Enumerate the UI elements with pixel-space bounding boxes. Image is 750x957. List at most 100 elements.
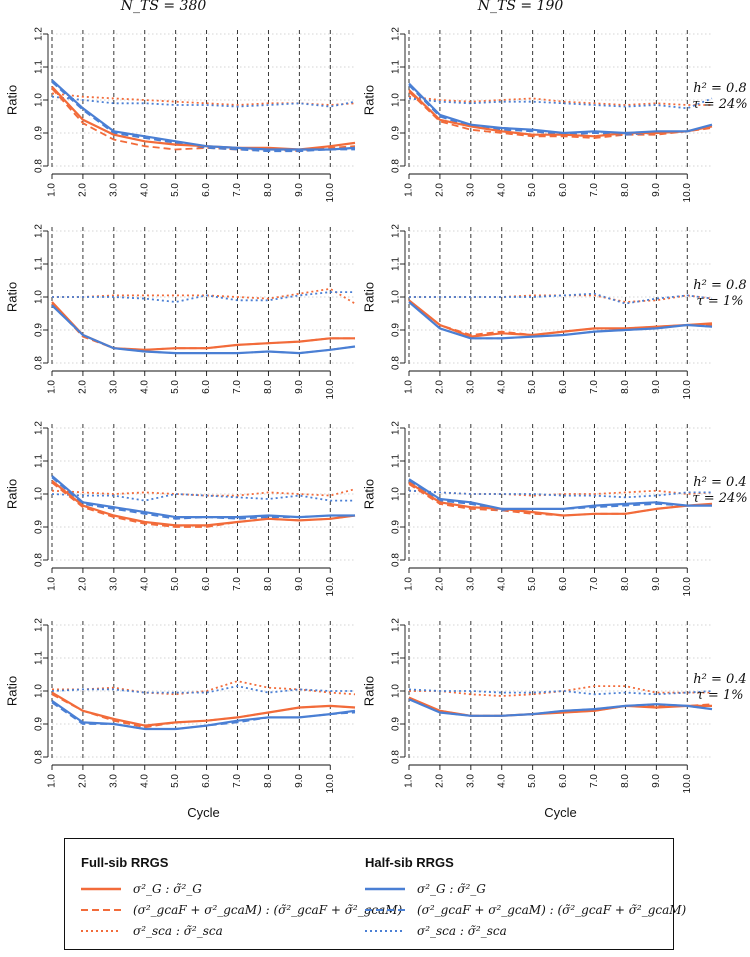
x-tick-label: 9.0 (294, 774, 305, 788)
y-tick-label: 1.2 (391, 224, 402, 238)
x-tick-label: 3.0 (465, 183, 476, 197)
y-tick-label: 1.0 (34, 290, 45, 304)
y-tick-label: 1.2 (34, 618, 45, 632)
x-tick-label: 9.0 (651, 183, 662, 197)
x-tick-label: 1.0 (404, 380, 415, 394)
x-tick-label: 1.0 (47, 183, 58, 197)
series-line-fs_sca (51, 92, 356, 106)
y-tick-label: 1.1 (34, 651, 45, 665)
x-tick-label: 6.0 (201, 774, 212, 788)
y-tick-label: 0.8 (34, 356, 45, 370)
legend-label: σ²_G : σ̃²_G (417, 882, 486, 896)
y-axis-label: Ratio (362, 676, 377, 706)
x-tick-label: 9.0 (651, 774, 662, 788)
x-tick-label: 5.0 (170, 380, 181, 394)
x-tick-label: 2.0 (434, 577, 445, 591)
x-tick-label: 8.0 (263, 577, 274, 591)
y-tick-label: 0.8 (34, 750, 45, 764)
x-tick-label: 10.0 (325, 774, 336, 794)
row-label-h2: h² = 0.4 (693, 672, 746, 687)
y-axis-label: Ratio (362, 479, 377, 509)
x-tick-label: 3.0 (108, 774, 119, 788)
column-title: N_TS = 380 (120, 0, 207, 14)
series-line-hs_gca (408, 84, 713, 136)
y-tick-label: 1.0 (391, 290, 402, 304)
x-tick-label: 1.0 (404, 183, 415, 197)
legend-item-half-sib-sca: σ²_sca : σ̃²_sca (365, 921, 507, 941)
x-tick-label: 2.0 (77, 380, 88, 394)
series-line-hs_G (51, 304, 356, 355)
series-line-hs_gca (51, 81, 355, 153)
x-tick-label: 10.0 (682, 380, 693, 400)
series-line-hs_G (51, 475, 355, 519)
legend-item-full-sib-sca: σ²_sca : σ̃²_sca (81, 921, 223, 941)
series-line-hs_G (408, 82, 713, 135)
x-tick-label: 5.0 (527, 774, 538, 788)
y-tick-label: 0.9 (391, 323, 402, 337)
x-tick-label: 3.0 (465, 774, 476, 788)
x-tick-label: 4.0 (496, 774, 507, 788)
series-line-hs_sca (51, 685, 355, 694)
row-label-h2: h² = 0.8 (693, 278, 746, 293)
x-tick-label: 8.0 (263, 774, 274, 788)
series-line-hs_sca (51, 493, 355, 502)
series-line-fs_sca (51, 488, 356, 497)
x-tick-label: 2.0 (77, 577, 88, 591)
series-line-hs_G (408, 301, 713, 340)
series-line-fs_G (408, 481, 713, 517)
y-tick-label: 0.9 (34, 520, 45, 534)
x-tick-label: 4.0 (139, 380, 150, 394)
y-tick-label: 1.1 (391, 651, 402, 665)
x-tick-label: 3.0 (108, 577, 119, 591)
series-line-hs_sca (408, 688, 713, 696)
x-tick-label: 5.0 (170, 774, 181, 788)
x-axis-label: Cycle (544, 805, 577, 820)
y-tick-label: 1.0 (34, 487, 45, 501)
y-tick-label: 1.0 (391, 93, 402, 107)
y-tick-label: 0.8 (391, 356, 402, 370)
x-tick-label: 8.0 (263, 183, 274, 197)
x-tick-label: 6.0 (201, 577, 212, 591)
x-tick-label: 2.0 (434, 774, 445, 788)
legend-item-half-sib-G: σ²_G : σ̃²_G (365, 879, 486, 899)
x-tick-label: 7.0 (589, 774, 600, 788)
x-tick-label: 10.0 (325, 183, 336, 203)
x-tick-label: 1.0 (47, 577, 58, 591)
y-tick-label: 1.2 (391, 618, 402, 632)
y-axis-label: Ratio (5, 479, 20, 509)
legend-title-half-sib: Half-sib RRGS (365, 855, 454, 870)
series-line-hs_G (51, 79, 356, 151)
y-tick-label: 0.8 (391, 159, 402, 173)
legend-item-half-sib-gca: (σ²_gcaF + σ²_gcaM) : (σ̃²_gcaF + σ̃²_gc… (365, 900, 686, 920)
series-line-fs_G (51, 691, 356, 727)
x-tick-label: 7.0 (232, 380, 243, 394)
series-line-fs_sca (52, 680, 356, 696)
x-tick-label: 3.0 (108, 380, 119, 394)
x-tick-label: 7.0 (589, 380, 600, 394)
x-tick-label: 6.0 (201, 183, 212, 197)
x-tick-label: 8.0 (620, 380, 631, 394)
y-axis-label: Ratio (5, 676, 20, 706)
x-tick-label: 4.0 (139, 774, 150, 788)
y-tick-label: 0.9 (391, 126, 402, 140)
legend-item-full-sib-G: σ²_G : σ̃²_G (81, 879, 202, 899)
series-line-fs_gca (51, 302, 355, 351)
x-tick-label: 1.0 (404, 774, 415, 788)
x-tick-label: 4.0 (139, 183, 150, 197)
series-line-hs_G (408, 478, 712, 510)
legend-title-full-sib: Full-sib RRGS (81, 855, 169, 870)
x-tick-label: 10.0 (325, 380, 336, 400)
x-tick-label: 8.0 (620, 183, 631, 197)
y-axis-label: Ratio (362, 85, 377, 115)
series-line-hs_sca (408, 97, 713, 110)
x-tick-label: 10.0 (325, 577, 336, 597)
x-tick-label: 7.0 (232, 183, 243, 197)
legend-label: (σ²_gcaF + σ²_gcaM) : (σ̃²_gcaF + σ̃²_gc… (417, 903, 687, 917)
x-tick-label: 10.0 (682, 183, 693, 203)
x-tick-label: 8.0 (620, 577, 631, 591)
row-label-tau: τ = 1% (697, 294, 744, 309)
y-tick-label: 0.9 (34, 323, 45, 337)
x-tick-label: 4.0 (496, 183, 507, 197)
y-axis-label: Ratio (5, 85, 20, 115)
